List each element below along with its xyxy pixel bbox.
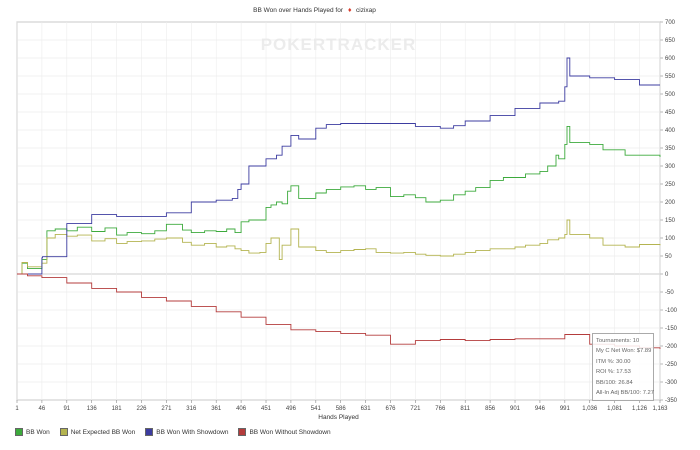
chart-player: cizixap	[356, 7, 376, 14]
y-tick-label: -100	[665, 308, 678, 314]
plot-area	[16, 21, 661, 401]
x-tick-label: 586	[336, 406, 347, 412]
y-tick-label: 600	[665, 56, 676, 62]
x-tick-label: 1,163	[652, 406, 668, 412]
y-tick-label: 700	[665, 20, 676, 26]
x-tick-label: 226	[136, 406, 147, 412]
legend-swatch-non-showdown	[238, 428, 247, 436]
watermark: POKERTRACKER	[261, 35, 417, 54]
x-tick-label: 946	[535, 406, 546, 412]
stat-bb100: BB/100: 26.84	[596, 379, 633, 386]
series-line-1	[17, 219, 661, 275]
legend-item-non-showdown[interactable]: BB Won Without Showdown	[238, 428, 331, 436]
y-tick-label: 450	[665, 110, 676, 116]
y-tick-label: 100	[665, 236, 676, 242]
y-tick-label: 550	[665, 74, 676, 80]
x-tick-label: 1,081	[607, 406, 623, 412]
x-tick-label: 811	[460, 406, 470, 412]
y-tick-label: 650	[665, 38, 676, 44]
y-tick-label: 200	[665, 200, 676, 206]
stats-box: Tournaments: 10 My C Net Won: $7.89 ITM …	[592, 333, 654, 401]
series-line-3	[17, 273, 661, 349]
x-tick-label: 676	[386, 406, 397, 412]
series-line-0	[17, 125, 661, 275]
series-line-2	[17, 57, 660, 275]
x-tick-label: 901	[510, 406, 521, 412]
x-tick-label: 991	[560, 406, 571, 412]
y-tick-label: -250	[665, 362, 678, 368]
flame-icon: ♦	[348, 7, 352, 14]
legend-label-expected: Net Expected BB Won	[70, 428, 136, 436]
x-tick-label: 1	[15, 406, 19, 412]
x-tick-label: 451	[261, 406, 272, 412]
x-tick-label: 631	[361, 406, 372, 412]
x-tick-label: 856	[485, 406, 496, 412]
y-tick-label: -350	[665, 398, 678, 404]
x-tick-label: 1,036	[582, 406, 598, 412]
stat-tournaments: Tournaments: 10	[596, 338, 640, 344]
x-tick-label: 46	[39, 406, 46, 412]
y-tick-label: 150	[665, 218, 676, 224]
legend-item-showdown[interactable]: BB Won With Showdown	[145, 428, 228, 436]
y-tick-label: 300	[665, 164, 676, 170]
y-tick-label: 350	[665, 146, 676, 152]
stat-my-c-net-won: My C Net Won: $7.89	[596, 348, 652, 355]
y-tick-label: -300	[665, 380, 678, 386]
x-tick-label: 91	[63, 406, 70, 412]
x-tick-label: 136	[87, 406, 98, 412]
y-tick-label: 250	[665, 182, 676, 188]
y-tick-label: -200	[665, 344, 678, 350]
legend-label-showdown: BB Won With Showdown	[156, 428, 229, 436]
legend-label-bb-won: BB Won	[26, 428, 50, 436]
x-tick-label: 316	[186, 406, 197, 412]
x-tick-label: 406	[236, 406, 247, 412]
chart-title: BB Won over Hands Played for	[253, 7, 344, 14]
x-tick-label: 496	[286, 406, 297, 412]
legend-swatch-expected	[59, 428, 68, 436]
legend-item-bb-won[interactable]: BB Won	[15, 428, 50, 436]
x-tick-label: 361	[211, 406, 222, 412]
legend-swatch-showdown	[145, 428, 154, 436]
y-tick-label: -150	[665, 326, 678, 332]
y-tick-label: 0	[665, 272, 669, 278]
stat-allin: All-In Adj BB/100: 7.27	[596, 389, 655, 396]
x-tick-label: 181	[112, 406, 123, 412]
y-tick-label: 50	[665, 254, 672, 260]
x-tick-label: 766	[435, 406, 446, 412]
x-tick-label: 1,126	[632, 406, 648, 412]
stat-roi: ROI %: 17.53	[596, 369, 631, 376]
y-tick-label: 500	[665, 92, 676, 98]
stat-itm: ITM %: 30.00	[596, 358, 631, 365]
x-tick-label: 541	[311, 406, 322, 412]
legend-label-non-showdown: BB Won Without Showdown	[249, 428, 331, 436]
y-tick-label: 400	[665, 128, 676, 134]
legend: BB Won Net Expected BB Won BB Won With S…	[15, 424, 331, 440]
legend-swatch-bb-won	[15, 428, 23, 436]
x-axis-label: Hands Played	[318, 414, 359, 421]
legend-item-expected[interactable]: Net Expected BB Won	[59, 428, 136, 436]
x-tick-label: 271	[161, 406, 172, 412]
x-tick-label: 721	[410, 406, 421, 412]
y-tick-label: -50	[665, 290, 674, 296]
